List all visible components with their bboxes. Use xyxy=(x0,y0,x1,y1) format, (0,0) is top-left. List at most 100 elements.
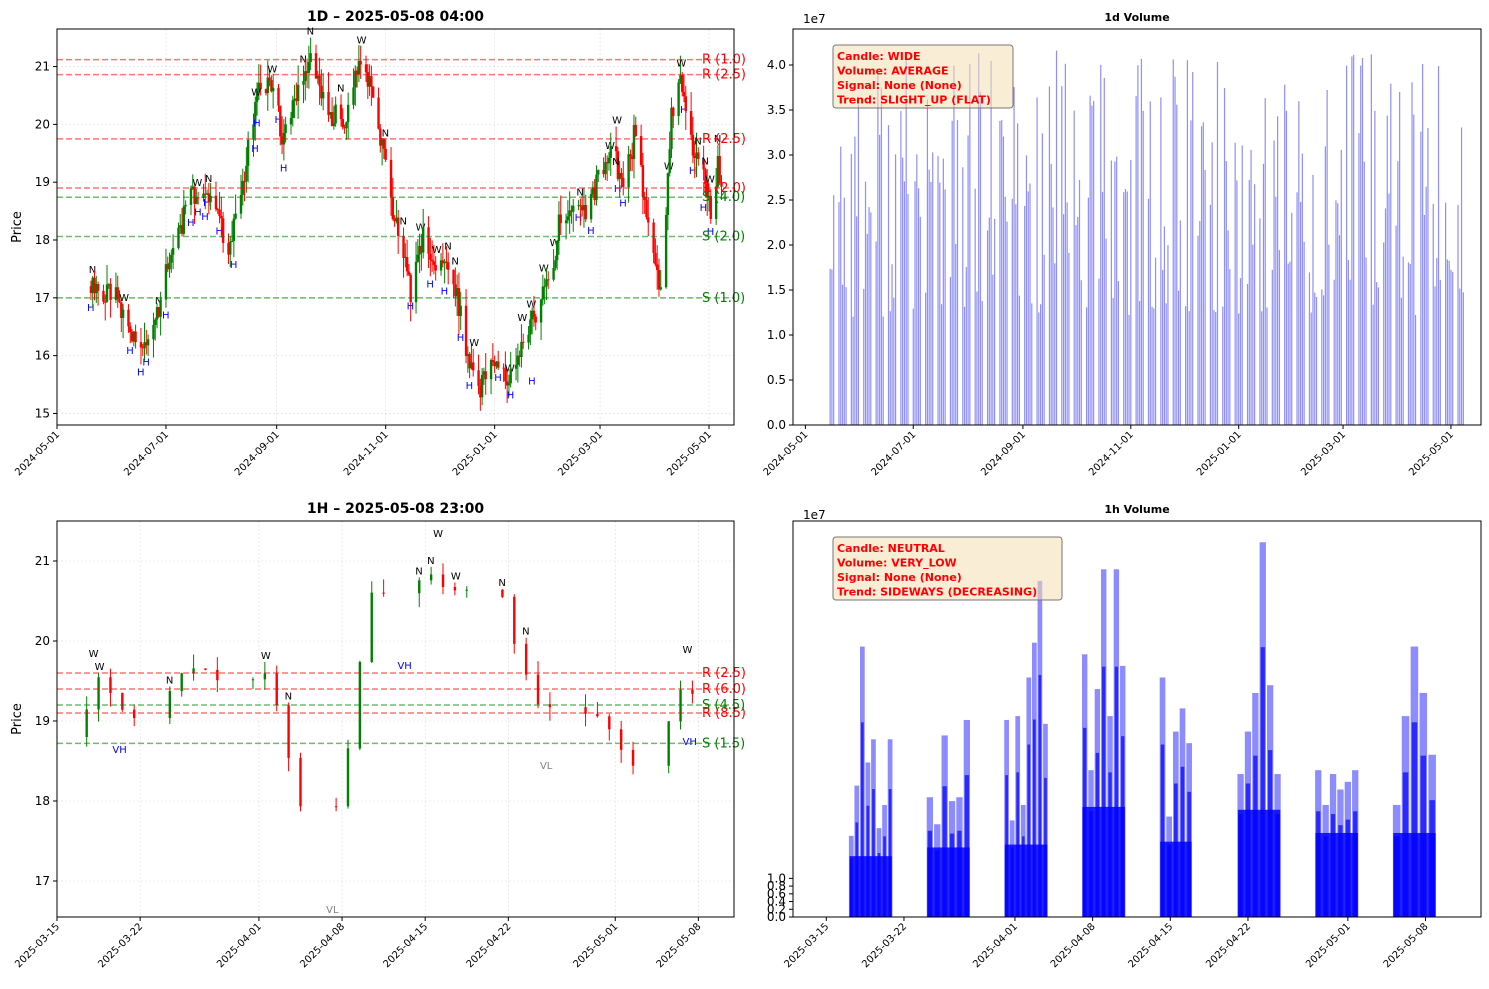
chart-title: 1h Volume xyxy=(1104,503,1169,516)
y-tick-label: 20 xyxy=(35,117,50,131)
volume-bar xyxy=(1328,244,1330,425)
volume-bar xyxy=(870,212,872,425)
volume-bar xyxy=(1077,216,1079,425)
volume-bar xyxy=(1043,254,1045,425)
candle-body xyxy=(280,136,284,145)
candle-body xyxy=(593,187,596,201)
panel-2: 0.0 0.5 1.0 1.5 2.0 2.5 3.0 3.5 4.0 2024-05-01 202… xyxy=(762,11,1482,478)
chart-title: 1D – 2025-05-08 04:00 xyxy=(307,9,484,25)
candle-body xyxy=(134,331,137,343)
volume-bar xyxy=(1377,287,1380,425)
volume-bar xyxy=(1400,297,1403,425)
volume-bar xyxy=(889,311,891,425)
volume-bar xyxy=(1321,289,1323,425)
x-tick-label: 2025-05-01 xyxy=(1407,429,1456,478)
candle-body xyxy=(321,91,325,99)
candle-body xyxy=(607,157,611,164)
volume-bar xyxy=(1239,278,1242,425)
pattern-label: H xyxy=(507,391,515,402)
volume-bar xyxy=(902,157,904,425)
volume-bar xyxy=(1073,110,1075,425)
volume-bar xyxy=(1085,307,1088,425)
volume-bar xyxy=(1273,140,1275,425)
volume-bar xyxy=(1452,271,1454,425)
volume-bar xyxy=(1409,264,1411,425)
volume-bar xyxy=(932,152,934,425)
volume-bar xyxy=(1185,306,1187,425)
pattern-label: W xyxy=(612,115,622,126)
volume-bar xyxy=(1027,191,1029,425)
pattern-label: H xyxy=(251,144,259,155)
candle-body xyxy=(180,673,183,692)
pattern-label: H xyxy=(619,198,627,209)
candle-body xyxy=(243,180,246,182)
markers: W VH VL VH W VL VH W xyxy=(89,529,697,916)
volume-bar xyxy=(1264,98,1266,426)
volume-bar xyxy=(1063,214,1065,425)
candle-body xyxy=(395,217,398,222)
marker-label: H xyxy=(528,377,536,388)
candle-body xyxy=(513,596,516,644)
volume-bar xyxy=(1413,114,1415,425)
volume-bar xyxy=(976,291,978,425)
volume-bar xyxy=(1291,212,1293,425)
candle-body xyxy=(631,749,635,766)
volume-bar xyxy=(1149,101,1151,425)
volume-session-block xyxy=(1393,832,1436,917)
candle-body xyxy=(539,299,543,323)
candle-body xyxy=(596,713,599,717)
candle-body xyxy=(146,339,150,346)
volume-bar xyxy=(1112,297,1114,425)
chart-title: 1H – 2025-05-08 23:00 xyxy=(307,501,484,517)
candle-body xyxy=(391,197,395,220)
volume-bar xyxy=(864,181,867,425)
volume-bar xyxy=(1215,312,1217,425)
volume-bar xyxy=(930,181,932,425)
x-tick-label: 2025-04-08 xyxy=(298,921,347,970)
volume-bar xyxy=(1163,226,1166,425)
volume-bar xyxy=(1423,214,1426,425)
volume-bar xyxy=(1337,203,1339,425)
pattern-label: N xyxy=(400,217,407,228)
volume-bar xyxy=(1363,161,1365,426)
candle-body xyxy=(141,347,144,349)
candle-body xyxy=(270,80,273,92)
volume-bar xyxy=(1017,123,1019,426)
candle-body xyxy=(354,70,357,88)
candle-body xyxy=(279,105,282,137)
x-tick-label: 2025-03-15 xyxy=(783,921,832,970)
candle-body xyxy=(352,87,355,105)
candle-body xyxy=(516,355,520,365)
candle-body xyxy=(109,677,112,693)
candle-body xyxy=(327,91,330,116)
candle-body xyxy=(170,254,173,263)
candle-body xyxy=(133,709,136,719)
candle-body xyxy=(370,592,373,663)
plot-frame xyxy=(56,520,735,918)
volume-bar xyxy=(833,195,835,425)
candle-body xyxy=(507,383,511,386)
pattern-label: W xyxy=(432,245,442,256)
volume-bar xyxy=(926,99,929,425)
y-tick-label: 1.0 xyxy=(767,871,786,885)
volume-bar xyxy=(1277,116,1279,425)
volume-bar xyxy=(845,287,847,425)
y-tick-label: 3.0 xyxy=(767,148,786,162)
pattern-label: N xyxy=(285,691,292,702)
candle-body xyxy=(654,252,657,265)
candle-body xyxy=(105,284,109,302)
volume-bar xyxy=(831,269,833,425)
volume-bar xyxy=(951,120,953,425)
marker-label: VH xyxy=(397,661,411,672)
volume-bar xyxy=(1229,269,1231,425)
candle-body xyxy=(454,284,457,297)
volume-bar xyxy=(1098,278,1100,425)
candle-body xyxy=(702,158,705,170)
volume-bar xyxy=(843,197,845,425)
volume-bar xyxy=(1374,110,1376,426)
volume-bar-core xyxy=(1038,674,1042,917)
volume-bar xyxy=(1091,105,1093,425)
volume-bar xyxy=(1411,82,1413,426)
volume-bar xyxy=(1135,96,1137,425)
